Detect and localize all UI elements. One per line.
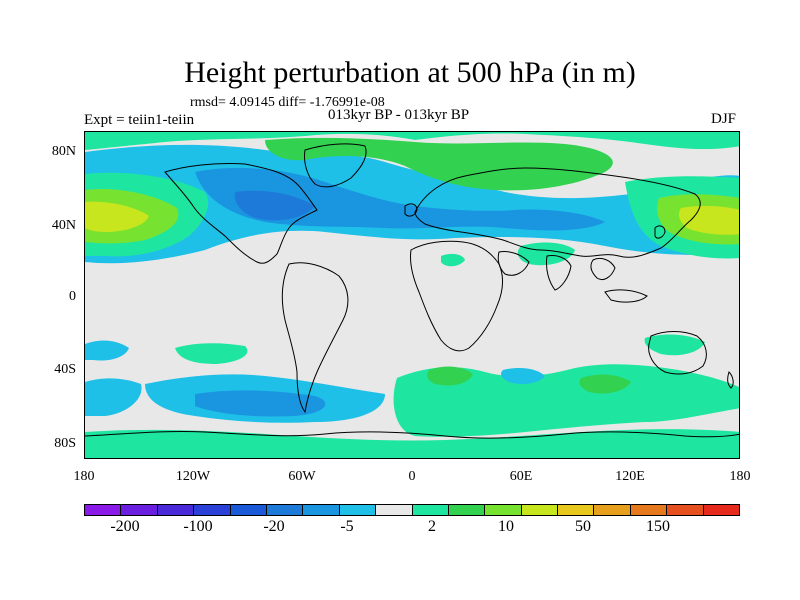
coast-arabia — [497, 251, 530, 276]
colorbar-swatch — [594, 505, 631, 515]
colorbar-swatch — [266, 505, 304, 515]
colorbar-swatch — [630, 505, 668, 515]
period-label: 013kyr BP - 013kyr BP — [328, 107, 470, 123]
colorbar-swatch — [157, 505, 195, 515]
lat-tick-label: 80S — [54, 436, 76, 451]
season-label: DJF — [711, 111, 737, 127]
coast-uk — [404, 203, 418, 217]
contour-south-blue-patch — [501, 368, 545, 384]
coast-japan — [654, 225, 666, 239]
contour-antarctic-light — [85, 429, 739, 458]
coastlines — [85, 143, 739, 439]
coast-se-asia — [590, 257, 616, 281]
coast-australia — [648, 331, 707, 375]
experiment-label: Expt = teiin1-teiin — [84, 112, 195, 128]
colorbar-swatch — [521, 505, 559, 515]
plot-title: Height perturbation at 500 hPa (in m) — [184, 56, 636, 89]
coast-south-america — [281, 262, 349, 414]
contour-fills — [85, 132, 739, 458]
contour-north-mid — [234, 190, 315, 221]
colorbar-swatch — [558, 505, 595, 515]
colorbar-swatch — [412, 505, 449, 515]
lon-tick-label: 180 — [73, 469, 95, 484]
colorbar-swatch — [85, 505, 122, 515]
colorbar-label: 50 — [575, 518, 591, 535]
colorbar-label: -20 — [263, 518, 285, 535]
colorbar-swatch — [667, 505, 704, 515]
colorbar-label: 10 — [498, 518, 514, 535]
contour-arctic-green — [265, 137, 613, 191]
coast-greenland — [304, 143, 367, 188]
contour-south-green-core2 — [579, 374, 631, 394]
coast-indonesia — [604, 289, 648, 303]
lat-tick-label: 40N — [51, 218, 76, 233]
colorbar-swatch — [303, 505, 340, 515]
contour-asia-green-patch — [517, 242, 575, 266]
lon-tick-label: 60E — [509, 469, 533, 484]
contour-south-blue-right — [85, 340, 129, 361]
lon-tick-label: 60W — [288, 469, 316, 484]
colorbar-swatch — [448, 505, 486, 515]
contour-south-green-right — [644, 334, 705, 356]
lat-tick-label: 40S — [54, 362, 76, 377]
coast-antarctica — [85, 430, 739, 439]
colorbar-swatch — [230, 505, 267, 515]
coast-north-america — [164, 162, 318, 264]
colorbar-label: 150 — [646, 518, 670, 535]
map-panel — [84, 131, 740, 459]
contour-south-mid-left — [195, 390, 326, 417]
colorbar-swatch — [339, 505, 377, 515]
colorbar-swatch — [194, 505, 231, 515]
contour-south-blue-far — [85, 378, 142, 416]
coast-eurasia — [414, 167, 701, 258]
contour-atlantic-green-patch — [441, 253, 465, 267]
colorbar-label: -5 — [340, 518, 354, 535]
lon-tick-label: 180 — [729, 469, 751, 484]
colorbar-label: -200 — [110, 518, 140, 535]
contour-south-green-left — [175, 343, 248, 364]
lat-tick-label: 0 — [69, 289, 76, 304]
colorbar-swatch — [703, 505, 740, 515]
rmsd-diff-stats: rmsd= 4.09145 diff= -1.76991e-08 — [190, 95, 385, 110]
colorbar-swatch — [376, 505, 413, 515]
contour-npac-right-core — [679, 205, 739, 235]
colorbar-swatch — [485, 505, 522, 515]
colorbar — [84, 504, 740, 516]
lon-tick-label: 120E — [615, 469, 645, 484]
colorbar-swatch — [121, 505, 158, 515]
colorbar-label: -100 — [183, 518, 213, 535]
contour-map — [85, 132, 739, 458]
coast-india — [546, 255, 572, 291]
lon-tick-label: 0 — [408, 469, 416, 484]
lon-tick-label: 120W — [175, 469, 211, 484]
contour-south-green-core1 — [427, 366, 473, 386]
coast-africa — [410, 240, 504, 352]
contour-npac-left-core — [85, 201, 149, 232]
contour-arctic-light — [85, 132, 739, 150]
contour-south-green-mid — [393, 364, 739, 437]
coast-new-zealand — [727, 371, 734, 389]
lat-tick-label: 80N — [51, 144, 76, 159]
colorbar-label: 2 — [428, 518, 436, 535]
